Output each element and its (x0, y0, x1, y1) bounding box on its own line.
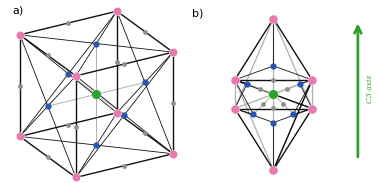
Text: b): b) (192, 8, 203, 18)
Text: C3 axis: C3 axis (366, 75, 374, 103)
Text: a): a) (12, 6, 23, 16)
